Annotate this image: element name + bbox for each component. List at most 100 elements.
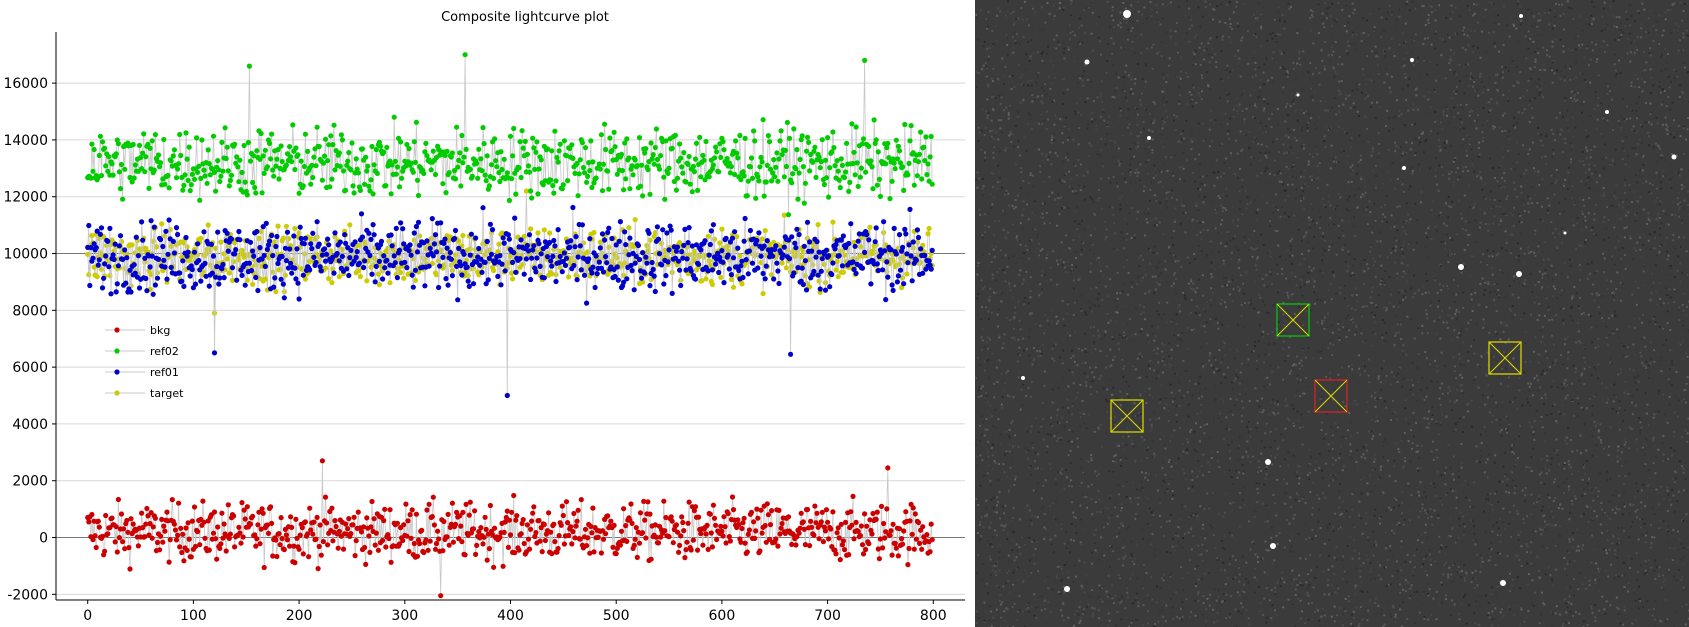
noise-pixel bbox=[1581, 228, 1583, 231]
point-ref02 bbox=[96, 152, 102, 159]
point-ref02 bbox=[461, 154, 467, 160]
point-bkg bbox=[297, 532, 303, 538]
point-bkg bbox=[177, 544, 183, 550]
sky-image-panel[interactable] bbox=[975, 0, 1689, 627]
noise-pixel bbox=[1371, 50, 1373, 53]
noise-pixel bbox=[1294, 594, 1297, 597]
noise-pixel bbox=[1391, 604, 1394, 607]
point-bkg bbox=[213, 536, 219, 542]
noise-pixel bbox=[1445, 16, 1448, 19]
point-ref01 bbox=[615, 277, 621, 283]
noise-pixel bbox=[1389, 549, 1392, 552]
point-bkg bbox=[332, 518, 338, 524]
point-ref01 bbox=[343, 240, 349, 246]
point-ref02 bbox=[339, 137, 345, 143]
noise-pixel bbox=[1335, 430, 1338, 432]
point-bkg bbox=[278, 515, 284, 521]
point-target bbox=[783, 265, 790, 271]
noise-pixel bbox=[1538, 353, 1541, 356]
point-ref01 bbox=[900, 244, 906, 250]
point-ref01 bbox=[103, 253, 109, 259]
point-bkg bbox=[413, 511, 419, 517]
noise-pixel bbox=[1051, 610, 1054, 613]
point-bkg bbox=[678, 533, 684, 539]
point-ref01 bbox=[287, 246, 293, 252]
point-ref01 bbox=[840, 233, 847, 239]
noise-pixel bbox=[1232, 275, 1235, 278]
point-ref02 bbox=[737, 132, 743, 139]
point-ref02 bbox=[147, 145, 153, 151]
point-ref02 bbox=[491, 175, 497, 181]
noise-pixel bbox=[1109, 139, 1112, 142]
noise-pixel bbox=[1621, 623, 1624, 626]
noise-pixel bbox=[1053, 580, 1056, 583]
noise-pixel bbox=[1398, 115, 1401, 117]
x-tick-label: 500 bbox=[603, 608, 630, 624]
noise-pixel bbox=[1067, 406, 1070, 409]
point-bkg bbox=[589, 530, 595, 536]
point-ref01 bbox=[597, 245, 603, 251]
noise-pixel bbox=[1071, 187, 1074, 190]
point-ref02 bbox=[626, 155, 632, 161]
noise-pixel bbox=[1421, 165, 1424, 168]
point-ref02 bbox=[683, 179, 689, 185]
point-bkg bbox=[617, 542, 624, 548]
noise-pixel bbox=[1008, 75, 1011, 78]
noise-pixel bbox=[1590, 20, 1593, 23]
noise-pixel bbox=[1401, 168, 1404, 170]
point-ref02 bbox=[232, 141, 238, 147]
point-bkg bbox=[160, 539, 166, 545]
point-bkg bbox=[426, 501, 432, 507]
noise-pixel bbox=[980, 395, 983, 397]
noise-pixel bbox=[1139, 303, 1141, 306]
noise-pixel bbox=[1352, 610, 1355, 613]
noise-pixel bbox=[1228, 36, 1231, 39]
noise-pixel bbox=[1618, 122, 1621, 125]
point-ref01 bbox=[288, 260, 294, 266]
noise-pixel bbox=[1466, 513, 1468, 516]
noise-pixel bbox=[1605, 386, 1608, 389]
point-bkg bbox=[730, 507, 737, 513]
noise-pixel bbox=[1303, 314, 1306, 317]
point-ref01 bbox=[654, 224, 661, 230]
point-bkg bbox=[180, 531, 186, 537]
point-ref01 bbox=[577, 243, 583, 249]
y-tick-label: 0 bbox=[39, 531, 48, 547]
noise-pixel bbox=[1619, 289, 1621, 292]
noise-pixel bbox=[1337, 211, 1340, 214]
point-bkg bbox=[288, 514, 294, 520]
point-ref01 bbox=[708, 228, 714, 234]
noise-pixel bbox=[1186, 391, 1189, 393]
point-ref02 bbox=[287, 144, 293, 150]
point-bkg bbox=[361, 524, 367, 530]
noise-pixel bbox=[1040, 123, 1043, 126]
point-ref01 bbox=[281, 295, 287, 301]
point-ref02 bbox=[609, 148, 615, 154]
noise-pixel bbox=[1286, 318, 1289, 321]
point-target bbox=[717, 240, 723, 246]
noise-pixel bbox=[1543, 483, 1546, 486]
point-ref02 bbox=[105, 168, 111, 174]
noise-pixel bbox=[1037, 482, 1040, 485]
point-ref01 bbox=[781, 244, 787, 250]
noise-pixel bbox=[1421, 324, 1424, 327]
point-ref02 bbox=[863, 169, 869, 175]
noise-pixel bbox=[1607, 236, 1610, 239]
noise-pixel bbox=[1240, 149, 1243, 152]
noise-pixel bbox=[1631, 293, 1634, 296]
noise-pixel bbox=[1228, 18, 1231, 21]
point-bkg bbox=[849, 522, 855, 528]
noise-pixel bbox=[1541, 273, 1544, 276]
point-ref02 bbox=[890, 156, 896, 162]
noise-pixel bbox=[1591, 413, 1594, 416]
noise-pixel bbox=[1013, 586, 1016, 589]
point-ref02 bbox=[449, 150, 455, 156]
point-bkg bbox=[201, 519, 207, 525]
noise-pixel bbox=[981, 84, 984, 87]
noise-pixel bbox=[1159, 170, 1161, 173]
noise-pixel bbox=[1113, 416, 1116, 419]
noise-pixel bbox=[1650, 457, 1652, 460]
noise-pixel bbox=[1615, 222, 1618, 225]
point-ref02 bbox=[484, 153, 490, 159]
noise-pixel bbox=[1208, 464, 1211, 467]
